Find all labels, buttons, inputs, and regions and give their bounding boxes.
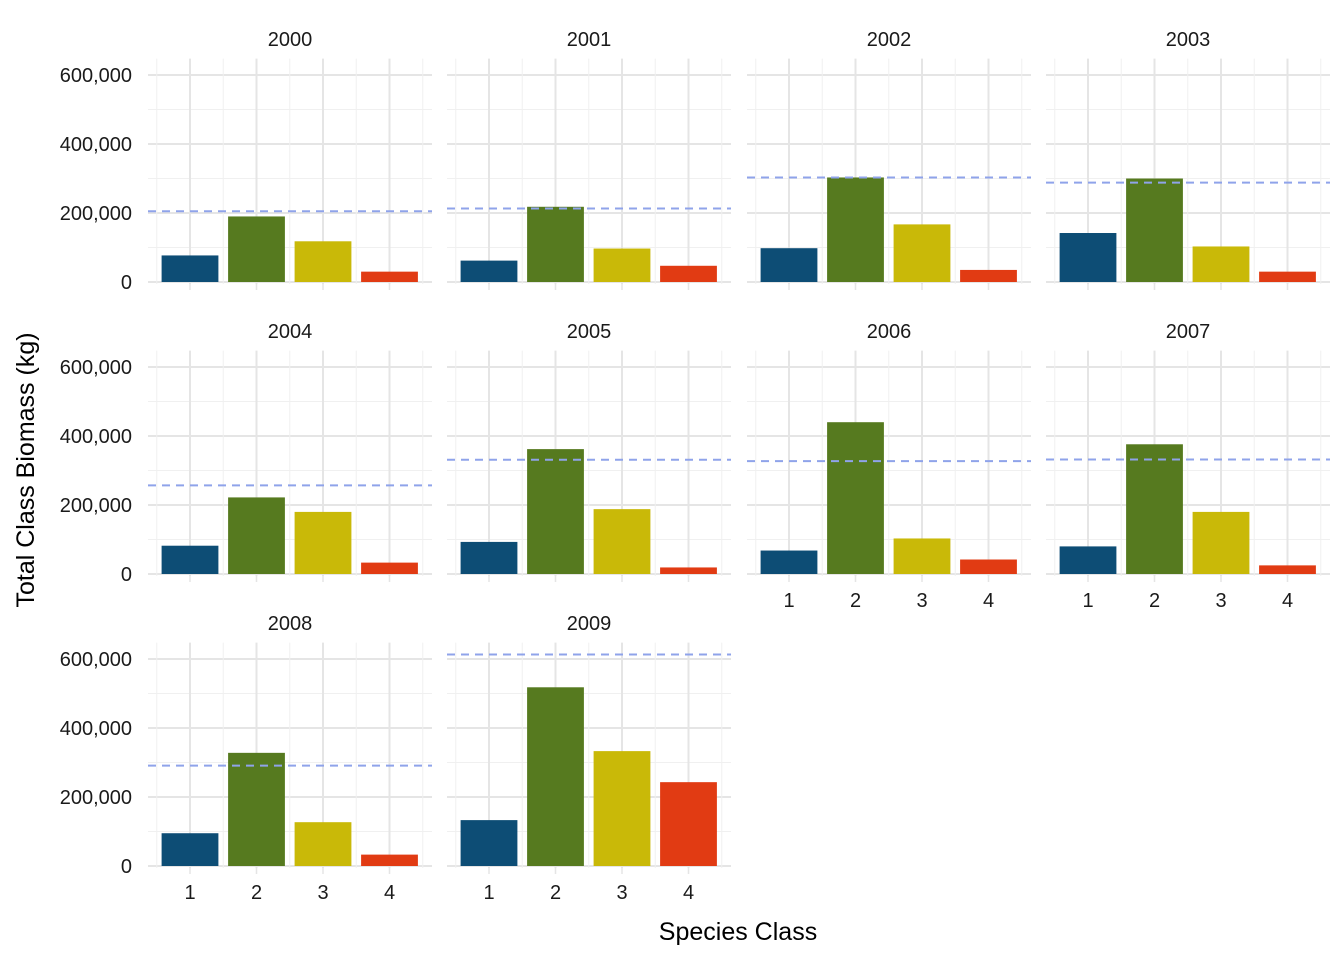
- x-tick-label: 4: [1282, 590, 1293, 612]
- bar-class-4: [660, 782, 717, 866]
- y-tick-label: 400,000: [60, 134, 132, 156]
- bar-class-2: [527, 687, 584, 866]
- y-tick-label: 0: [121, 272, 132, 294]
- bar-class-3: [1192, 246, 1250, 282]
- y-tick-label: 0: [121, 856, 132, 878]
- y-tick-label: 200,000: [60, 203, 132, 225]
- bar-class-2: [827, 422, 884, 574]
- bar-class-2: [1126, 178, 1183, 282]
- bar-class-3: [294, 822, 352, 866]
- panel-2002: 2002: [747, 29, 1031, 290]
- x-tick-label: 2: [550, 882, 561, 904]
- x-tick-label: 3: [317, 882, 328, 904]
- bar-class-1: [161, 255, 219, 282]
- bar-class-3: [893, 538, 951, 574]
- panel-title: 2007: [1166, 321, 1211, 343]
- x-tick-label: 3: [616, 882, 627, 904]
- y-tick-label: 200,000: [60, 787, 132, 809]
- bar-class-3: [1192, 511, 1250, 574]
- bar-class-1: [1059, 546, 1117, 574]
- bar-class-1: [161, 833, 219, 866]
- bar-class-1: [760, 550, 818, 574]
- bar-class-3: [593, 248, 651, 282]
- panel-title: 2008: [268, 613, 313, 635]
- y-tick-label: 600,000: [60, 65, 132, 87]
- bar-class-4: [361, 562, 418, 574]
- y-axis-title: Total Class Biomass (kg): [12, 332, 40, 607]
- bar-class-1: [460, 260, 518, 282]
- x-tick-label: 4: [983, 590, 994, 612]
- x-tick-label: 4: [384, 882, 395, 904]
- x-tick-label: 2: [850, 590, 861, 612]
- x-tick-label: 1: [184, 882, 195, 904]
- x-tick-label: 2: [1149, 590, 1160, 612]
- bar-class-1: [760, 248, 818, 282]
- bar-class-3: [593, 509, 651, 574]
- panel-2009: 2009 1 2 3 4: [447, 613, 731, 904]
- panel-title: 2004: [268, 321, 313, 343]
- bar-class-1: [1059, 233, 1117, 282]
- bar-class-4: [960, 269, 1017, 282]
- panel-2008: 2008 0 200,000 400,000 600,000 1 2 3 4: [60, 613, 432, 904]
- panel-title: 2002: [867, 29, 912, 51]
- panel-title: 2006: [867, 321, 912, 343]
- bar-class-4: [1259, 565, 1316, 574]
- panel-2004: 2004 0 200,000 400,000 600,000: [60, 321, 432, 586]
- panel-title: 2000: [268, 29, 313, 51]
- panel-2006: 2006 1 2 3 4: [747, 321, 1031, 612]
- y-tick-label: 600,000: [60, 357, 132, 379]
- bar-class-4: [1259, 271, 1316, 282]
- x-tick-label: 4: [683, 882, 694, 904]
- bar-class-4: [361, 854, 418, 866]
- bar-class-3: [294, 241, 352, 282]
- bar-class-4: [660, 265, 717, 282]
- bar-class-3: [294, 511, 352, 574]
- panel-title: 2001: [567, 29, 612, 51]
- bar-class-2: [228, 497, 285, 574]
- x-axis-title: Species Class: [659, 918, 817, 946]
- panel-2001: 2001: [447, 29, 731, 290]
- x-tick-label: 1: [1082, 590, 1093, 612]
- bar-class-3: [893, 224, 951, 282]
- bar-class-2: [1126, 444, 1183, 574]
- bar-class-4: [361, 271, 418, 282]
- bar-class-1: [460, 820, 518, 866]
- panel-2005: 2005: [447, 321, 731, 582]
- panel-2000: 2000 0 200,000 400,000 600,000: [60, 29, 432, 294]
- panel-title: 2003: [1166, 29, 1211, 51]
- y-tick-label: 0: [121, 564, 132, 586]
- panel-title: 2009: [567, 613, 612, 635]
- bar-class-1: [161, 545, 219, 574]
- bar-class-4: [960, 559, 1017, 574]
- bar-class-2: [527, 206, 584, 282]
- panel-title: 2005: [567, 321, 612, 343]
- x-tick-label: 3: [1215, 590, 1226, 612]
- bar-class-4: [660, 567, 717, 574]
- x-tick-label: 1: [783, 590, 794, 612]
- bar-class-2: [827, 177, 884, 282]
- bar-class-2: [228, 752, 285, 866]
- bar-class-3: [593, 751, 651, 866]
- x-tick-label: 2: [251, 882, 262, 904]
- y-tick-label: 400,000: [60, 426, 132, 448]
- bar-class-2: [527, 449, 584, 574]
- x-tick-label: 1: [483, 882, 494, 904]
- bar-class-1: [460, 541, 518, 574]
- panel-2003: 2003: [1046, 29, 1330, 290]
- panel-2007: 2007 1 2 3 4: [1046, 321, 1330, 612]
- bar-class-2: [228, 216, 285, 282]
- y-tick-label: 400,000: [60, 718, 132, 740]
- y-tick-label: 600,000: [60, 649, 132, 671]
- y-tick-label: 200,000: [60, 495, 132, 517]
- x-tick-label: 3: [916, 590, 927, 612]
